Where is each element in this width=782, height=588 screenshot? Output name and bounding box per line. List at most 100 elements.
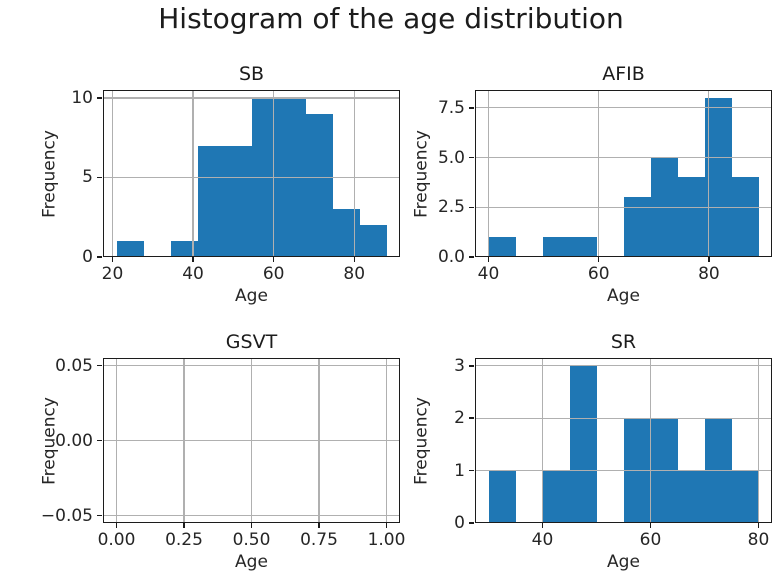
x-tick-label: 0.50	[232, 530, 271, 550]
x-axis-label-sr: Age	[607, 552, 640, 572]
y-tick-label: 2.5	[437, 197, 465, 218]
subplot-title-sb: SB	[238, 63, 265, 85]
y-gridline	[103, 97, 400, 99]
y-gridline	[103, 256, 400, 257]
y-tick-mark	[468, 206, 474, 209]
subplot-gsvt: GSVT Age Frequency 0.00 0.25 0.50 0.75 1.00−…	[40, 333, 406, 571]
y-tick-mark	[468, 469, 474, 472]
x-gridline	[111, 90, 114, 257]
x-gridline	[708, 90, 710, 257]
x-tick-mark	[597, 257, 600, 262]
x-tick-mark	[250, 523, 253, 528]
x-tick-label: 40	[531, 530, 554, 550]
y-tick-label: 0.00	[55, 430, 93, 451]
x-tick-label: 80	[747, 530, 770, 550]
y-gridline	[103, 514, 400, 517]
x-tick-label: 0.00	[97, 530, 136, 550]
x-tick-mark	[353, 257, 355, 262]
x-tick-label: 0.75	[300, 530, 338, 550]
x-gridline	[273, 90, 275, 257]
y-tick-label: 0	[82, 247, 93, 267]
x-tick-label: 20	[101, 264, 124, 284]
x-tick-label: 60	[639, 530, 662, 550]
y-gridline	[475, 417, 772, 419]
x-gridline	[757, 358, 760, 523]
y-tick-label: 0	[454, 513, 465, 533]
plot-area-sr	[475, 358, 772, 523]
plot-area-afib	[475, 90, 772, 257]
histogram-bar	[116, 241, 144, 257]
y-tick-mark	[468, 156, 474, 159]
histogram-bar	[677, 177, 705, 257]
histogram-bar	[197, 145, 225, 257]
subplot-title-gsvt: GSVT	[225, 331, 278, 353]
y-tick-mark	[96, 439, 102, 442]
histogram-bar	[224, 145, 252, 257]
y-tick-mark	[96, 364, 102, 367]
histogram-bar	[170, 241, 198, 257]
x-tick-mark	[115, 523, 118, 528]
y-tick-label: 3	[454, 355, 465, 376]
histogram-bar	[731, 177, 759, 257]
x-gridline	[598, 90, 600, 257]
y-gridline	[475, 365, 772, 367]
x-gridline	[192, 90, 194, 257]
x-gridline	[353, 90, 355, 257]
x-tick-label: 40	[182, 264, 204, 284]
histogram-bar	[677, 470, 705, 523]
y-gridline	[103, 176, 400, 179]
y-tick-mark	[96, 256, 102, 258]
histogram-bar	[359, 225, 387, 257]
x-tick-mark	[272, 257, 275, 262]
y-tick-mark	[468, 417, 474, 419]
y-tick-label: 5.0	[437, 147, 465, 168]
histogram-bar	[305, 113, 333, 257]
figure-title: Histogram of the age distribution	[158, 2, 624, 35]
y-tick-label: 7.5	[437, 97, 465, 118]
subplot-title-sr: SR	[610, 331, 637, 353]
histogram-bar	[488, 237, 516, 257]
x-tick-label: 40	[477, 264, 500, 284]
subplot-title-afib: AFIB	[602, 63, 645, 85]
plot-area-gsvt	[103, 358, 400, 523]
x-tick-label: 60	[587, 264, 610, 284]
subplot-afib: AFIB Age Frequency 40 60 80 0.0 2.5 5.0 7.5	[412, 65, 772, 305]
x-tick-label: 60	[262, 264, 285, 284]
plot-area-sb	[103, 90, 400, 257]
x-tick-mark	[318, 523, 320, 528]
y-tick-mark	[468, 365, 474, 367]
x-gridline	[541, 358, 544, 523]
y-tick-label: 2	[454, 408, 465, 429]
x-tick-mark	[487, 257, 490, 262]
x-tick-mark	[757, 523, 760, 528]
x-tick-mark	[183, 523, 185, 528]
y-tick-label: 0.05	[55, 355, 93, 376]
y-tick-mark	[468, 256, 474, 258]
x-tick-mark	[111, 257, 114, 262]
y-tick-mark	[468, 107, 474, 109]
x-tick-label: 0.25	[165, 530, 203, 550]
subplot-sr: SR Age Frequency 40 60 80 0 1 2 3	[412, 333, 772, 571]
y-gridline	[475, 256, 772, 257]
x-tick-mark	[385, 523, 388, 528]
x-tick-mark	[541, 523, 544, 528]
x-gridline	[649, 358, 652, 523]
y-tick-label: 1	[454, 460, 465, 481]
y-tick-label: 10	[71, 87, 93, 108]
histogram-bar	[569, 237, 597, 257]
x-tick-label: 80	[343, 264, 366, 284]
x-gridline	[487, 90, 490, 257]
x-axis-label-gsvt: Age	[235, 552, 268, 572]
y-tick-mark	[96, 514, 102, 517]
x-tick-label: 80	[698, 264, 720, 284]
histogram-bar	[731, 470, 759, 523]
y-gridline	[475, 522, 772, 523]
histogram-bar	[542, 470, 570, 523]
y-tick-mark	[468, 522, 474, 524]
y-gridline	[103, 439, 400, 442]
y-gridline	[103, 364, 400, 367]
x-tick-label: 1.00	[367, 530, 406, 550]
y-gridline	[475, 470, 772, 472]
histogram-bar	[569, 365, 597, 523]
